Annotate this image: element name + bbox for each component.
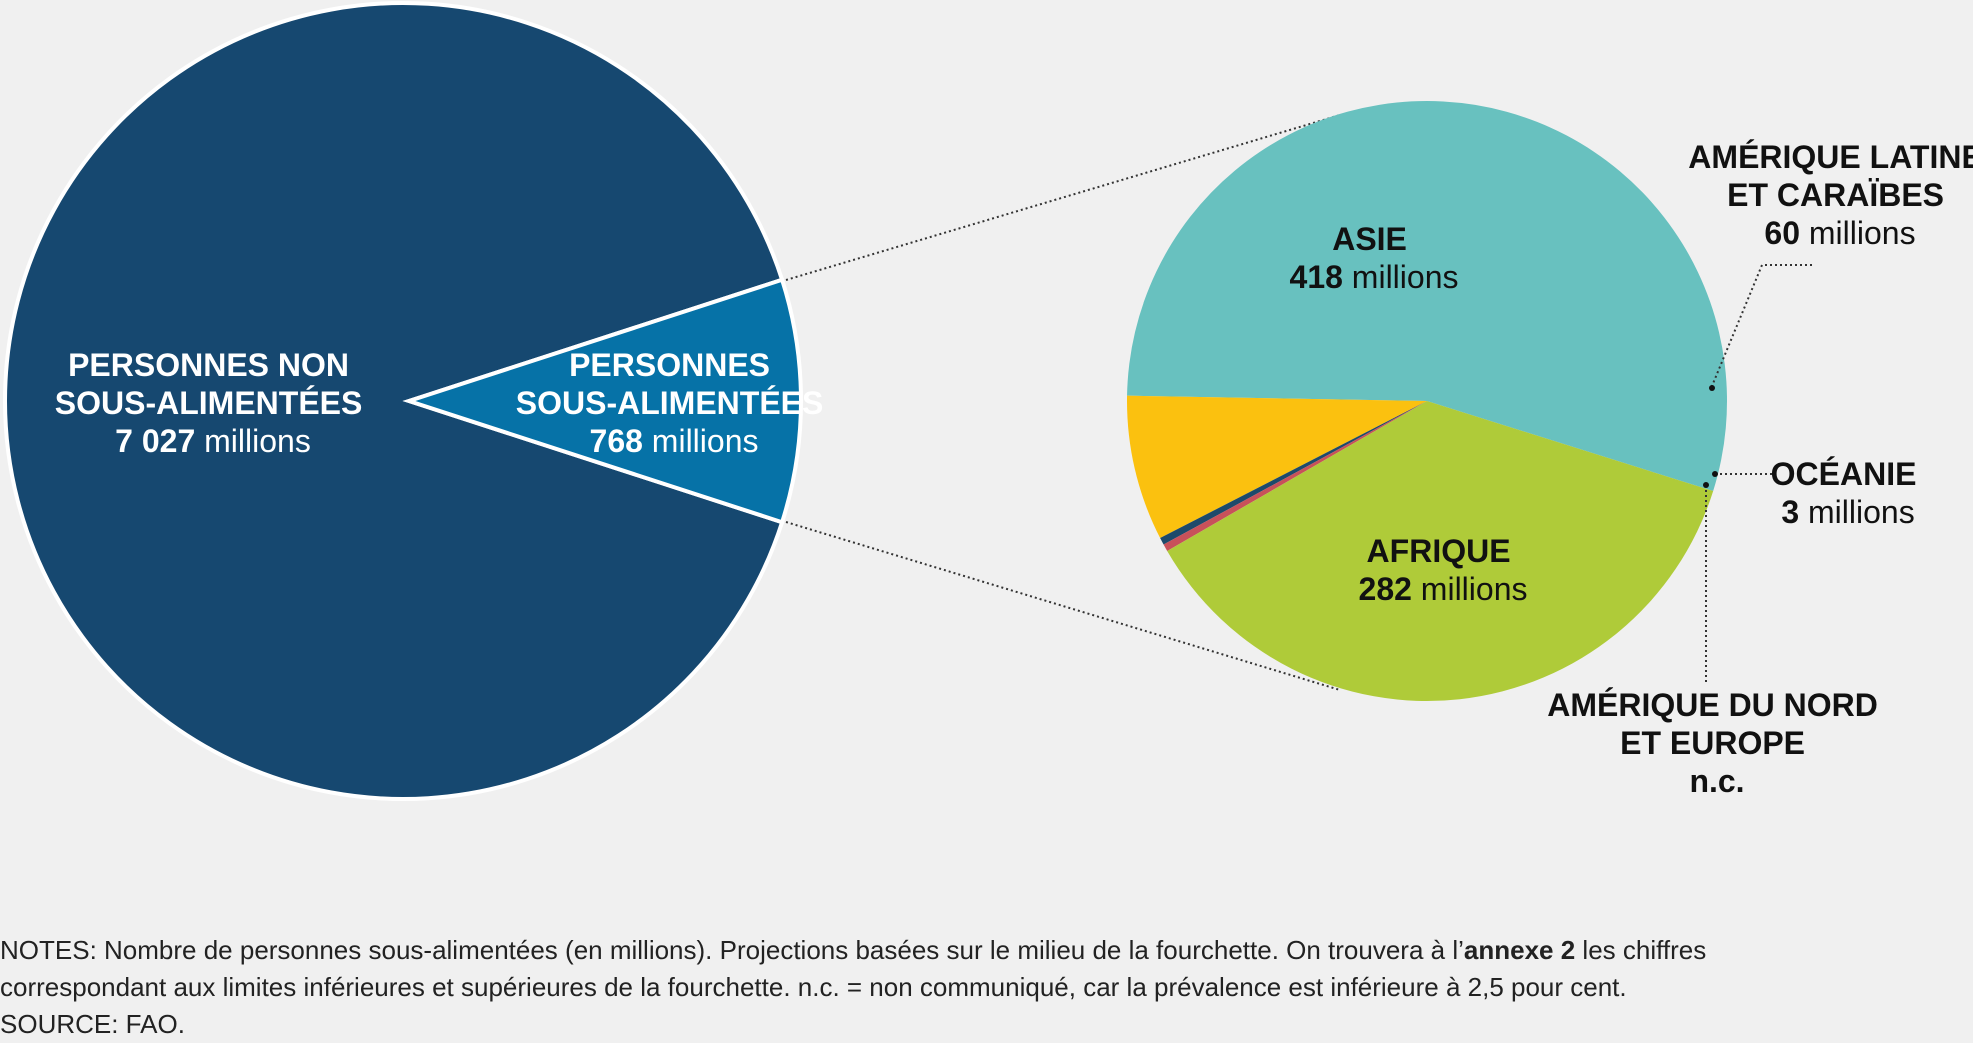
- label-undernourished-line2: SOUS-ALIMENTÉES: [516, 385, 824, 421]
- slice-amerique-latine: [1127, 395, 1427, 539]
- value-oceanie: 3: [1781, 494, 1799, 530]
- value-asie: 418: [1290, 259, 1343, 295]
- connector-line-top: [785, 114, 1341, 281]
- notes-line-2: correspondant aux limites inférieures et…: [0, 972, 1627, 1002]
- value-afrique: 282: [1359, 571, 1412, 607]
- label-asie: ASIE 418 millions: [1290, 221, 1459, 295]
- value-amerique-latine: 60: [1764, 215, 1800, 251]
- unit-undernourished: millions: [652, 423, 759, 459]
- leader-dot-amerique-latine: [1709, 385, 1715, 391]
- notes-line-1: NOTES: Nombre de personnes sous-alimenté…: [0, 932, 1960, 969]
- label-undernourished: PERSONNES SOUS-ALIMENTÉES 768 millions: [516, 347, 832, 459]
- leader-dot-oceanie: [1712, 471, 1718, 477]
- label-afrique-name: AFRIQUE: [1367, 533, 1511, 569]
- unit-non-undernourished: millions: [204, 423, 311, 459]
- label-non-undernourished-line1: PERSONNES NON: [68, 347, 349, 383]
- value-undernourished: 768: [590, 423, 643, 459]
- slice-afrique: [1167, 401, 1714, 702]
- label-non-undernourished-line2: SOUS-ALIMENTÉES: [55, 385, 363, 421]
- unit-amerique-latine: millions: [1809, 215, 1916, 251]
- source-line: SOURCE: FAO.: [0, 1009, 185, 1039]
- value-amerique-nord: n.c.: [1689, 763, 1744, 799]
- unit-afrique: millions: [1421, 571, 1528, 607]
- slice-oceanie: [1160, 401, 1427, 545]
- label-oceanie-name: OCÉANIE: [1771, 456, 1917, 492]
- label-amerique-latine-line1: AMÉRIQUE LATINE: [1688, 139, 1973, 175]
- leader-dot-amerique-nord: [1703, 482, 1709, 488]
- notes-line-1-a: NOTES: Nombre de personnes sous-alimenté…: [0, 935, 1464, 965]
- connector-line-bottom: [785, 521, 1341, 691]
- label-afrique: AFRIQUE 282 millions: [1359, 533, 1528, 607]
- label-amerique-latine: AMÉRIQUE LATINE ET CARAÏBES 60 millions: [1688, 139, 1973, 251]
- label-amerique-nord: AMÉRIQUE DU NORD ET EUROPE n.c.: [1547, 687, 1887, 799]
- undernourished-by-region-pie: [1127, 101, 1728, 702]
- notes-line-1-b: les chiffres: [1575, 935, 1707, 965]
- label-asie-name: ASIE: [1332, 221, 1407, 257]
- slice-asie: [1127, 101, 1728, 492]
- label-amerique-nord-line2: ET EUROPE: [1620, 725, 1805, 761]
- value-non-undernourished: 7 027: [115, 423, 195, 459]
- pie-charts: PERSONNES NON SOUS-ALIMENTÉES 7 027 mill…: [3, 1, 1973, 801]
- label-amerique-nord-line1: AMÉRIQUE DU NORD: [1547, 687, 1878, 723]
- label-oceanie: OCÉANIE 3 millions: [1771, 456, 1926, 530]
- slice-undernourished: [402, 277, 803, 525]
- unit-asie: millions: [1352, 259, 1459, 295]
- annexe-2-reference: annexe 2: [1463, 935, 1576, 965]
- label-undernourished-line1: PERSONNES: [569, 347, 770, 383]
- slice-amerique-nord-europe: [1163, 401, 1427, 551]
- leader-line-amerique-latine: [1711, 264, 1812, 387]
- unit-oceanie: millions: [1808, 494, 1915, 530]
- label-non-undernourished: PERSONNES NON SOUS-ALIMENTÉES 7 027 mill…: [55, 347, 371, 459]
- world-population-pie: [3, 1, 803, 801]
- label-amerique-latine-line2: ET CARAÏBES: [1727, 177, 1944, 213]
- slice-non-undernourished: [3, 1, 785, 801]
- notes: NOTES: Nombre de personnes sous-alimenté…: [0, 932, 1960, 1043]
